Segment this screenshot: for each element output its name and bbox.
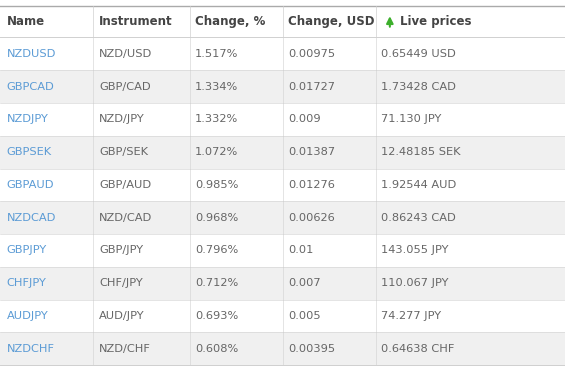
Bar bbox=[0, 70, 565, 103]
Text: 0.985%: 0.985% bbox=[195, 180, 238, 190]
Text: Change, %: Change, % bbox=[195, 15, 266, 28]
Text: 143.055 JPY: 143.055 JPY bbox=[381, 246, 449, 255]
Text: Live prices: Live prices bbox=[400, 15, 472, 28]
Text: NZDUSD: NZDUSD bbox=[7, 49, 56, 59]
Text: 0.009: 0.009 bbox=[288, 115, 321, 124]
Text: Name: Name bbox=[7, 15, 45, 28]
Text: 0.65449 USD: 0.65449 USD bbox=[381, 49, 456, 59]
Text: NZDCHF: NZDCHF bbox=[7, 344, 55, 354]
Text: NZD/CAD: NZD/CAD bbox=[99, 213, 152, 223]
Text: AUDJPY: AUDJPY bbox=[7, 311, 49, 321]
Text: GBP/JPY: GBP/JPY bbox=[99, 246, 143, 255]
Text: GBP/SEK: GBP/SEK bbox=[99, 147, 148, 157]
Bar bbox=[0, 234, 565, 267]
Bar bbox=[0, 333, 565, 365]
Text: 12.48185 SEK: 12.48185 SEK bbox=[381, 147, 461, 157]
Text: AUD/JPY: AUD/JPY bbox=[99, 311, 145, 321]
Bar bbox=[0, 6, 565, 37]
Text: 0.00626: 0.00626 bbox=[288, 213, 335, 223]
Text: 0.968%: 0.968% bbox=[195, 213, 238, 223]
Text: GBPSEK: GBPSEK bbox=[7, 147, 52, 157]
Text: NZDJPY: NZDJPY bbox=[7, 115, 49, 124]
Text: GBP/CAD: GBP/CAD bbox=[99, 81, 150, 92]
Text: 71.130 JPY: 71.130 JPY bbox=[381, 115, 442, 124]
Bar bbox=[0, 37, 565, 70]
Text: 1.332%: 1.332% bbox=[195, 115, 238, 124]
Bar bbox=[0, 267, 565, 299]
Text: 1.334%: 1.334% bbox=[195, 81, 238, 92]
Text: GBPAUD: GBPAUD bbox=[7, 180, 54, 190]
Text: 0.01727: 0.01727 bbox=[288, 81, 335, 92]
Text: 0.693%: 0.693% bbox=[195, 311, 238, 321]
Text: 1.73428 CAD: 1.73428 CAD bbox=[381, 81, 457, 92]
Text: 74.277 JPY: 74.277 JPY bbox=[381, 311, 441, 321]
Text: 0.00975: 0.00975 bbox=[288, 49, 335, 59]
Text: 0.01: 0.01 bbox=[288, 246, 314, 255]
Text: 0.01387: 0.01387 bbox=[288, 147, 335, 157]
Bar bbox=[0, 136, 565, 168]
Text: 0.608%: 0.608% bbox=[195, 344, 238, 354]
Text: 1.517%: 1.517% bbox=[195, 49, 238, 59]
Text: CHF/JPY: CHF/JPY bbox=[99, 278, 142, 288]
Bar bbox=[0, 103, 565, 136]
Bar bbox=[0, 168, 565, 201]
Text: NZD/USD: NZD/USD bbox=[99, 49, 152, 59]
Text: NZD/JPY: NZD/JPY bbox=[99, 115, 145, 124]
Bar bbox=[0, 201, 565, 234]
Text: 0.005: 0.005 bbox=[288, 311, 321, 321]
Text: GBPJPY: GBPJPY bbox=[7, 246, 47, 255]
Text: 0.00395: 0.00395 bbox=[288, 344, 335, 354]
Text: Change, USD: Change, USD bbox=[288, 15, 375, 28]
Text: CHFJPY: CHFJPY bbox=[7, 278, 47, 288]
Text: 1.072%: 1.072% bbox=[195, 147, 238, 157]
Text: NZDCAD: NZDCAD bbox=[7, 213, 56, 223]
Text: 0.712%: 0.712% bbox=[195, 278, 238, 288]
Text: Instrument: Instrument bbox=[99, 15, 172, 28]
Text: 0.86243 CAD: 0.86243 CAD bbox=[381, 213, 456, 223]
Text: 1.92544 AUD: 1.92544 AUD bbox=[381, 180, 457, 190]
Text: 0.007: 0.007 bbox=[288, 278, 321, 288]
Text: 0.796%: 0.796% bbox=[195, 246, 238, 255]
Bar bbox=[0, 299, 565, 333]
Text: NZD/CHF: NZD/CHF bbox=[99, 344, 151, 354]
Text: 0.64638 CHF: 0.64638 CHF bbox=[381, 344, 455, 354]
Text: GBP/AUD: GBP/AUD bbox=[99, 180, 151, 190]
Text: GBPCAD: GBPCAD bbox=[7, 81, 55, 92]
Text: 110.067 JPY: 110.067 JPY bbox=[381, 278, 449, 288]
Text: 0.01276: 0.01276 bbox=[288, 180, 335, 190]
